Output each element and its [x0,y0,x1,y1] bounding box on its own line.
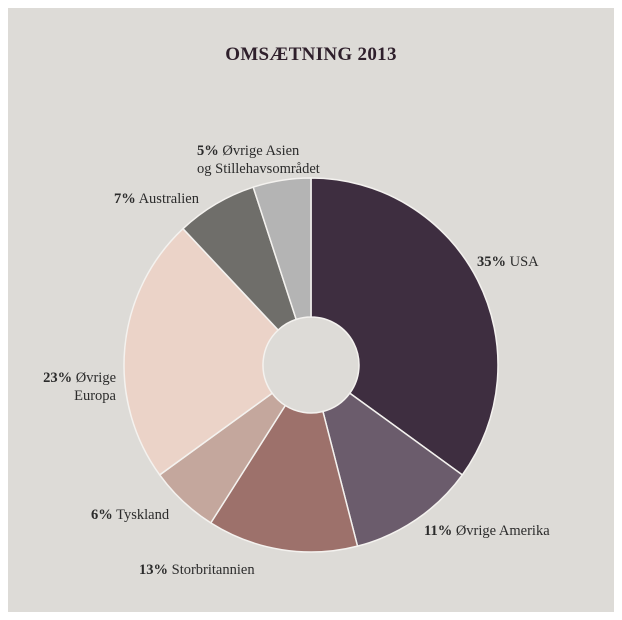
slice-pct-2: 13% [139,562,168,578]
pie-slice-4 [123,227,280,476]
chart-title: OMSÆTNING 2013 [225,44,397,65]
slice-pct-1: 11% [424,523,452,539]
slice-pct-6: 5% [197,143,219,159]
slice-label-2: 13% Storbritannien [139,562,255,578]
slice-label-1: 11% Øvrige Amerika [424,523,550,539]
slice-label-4: 23% Øvrige Europa [43,370,116,404]
slice-pct-3: 6% [91,507,113,523]
pie-slice-0 [310,177,499,476]
slice-label-5: 7% Australien [114,191,200,207]
slice-pct-4: 23% [43,370,72,386]
slice-pct-0: 35% [477,254,506,270]
slice-pct-5: 7% [114,191,136,207]
slice-label-6: 5% Øvrige Asien og Stillehavsområdet [197,143,320,177]
slice-label-3: 6% Tyskland [91,507,170,523]
pie-slice-1 [322,392,464,548]
slice-label-0: 35% USA [477,254,539,270]
pie-slice-6 [252,177,312,321]
pie-slice-2 [209,404,359,553]
